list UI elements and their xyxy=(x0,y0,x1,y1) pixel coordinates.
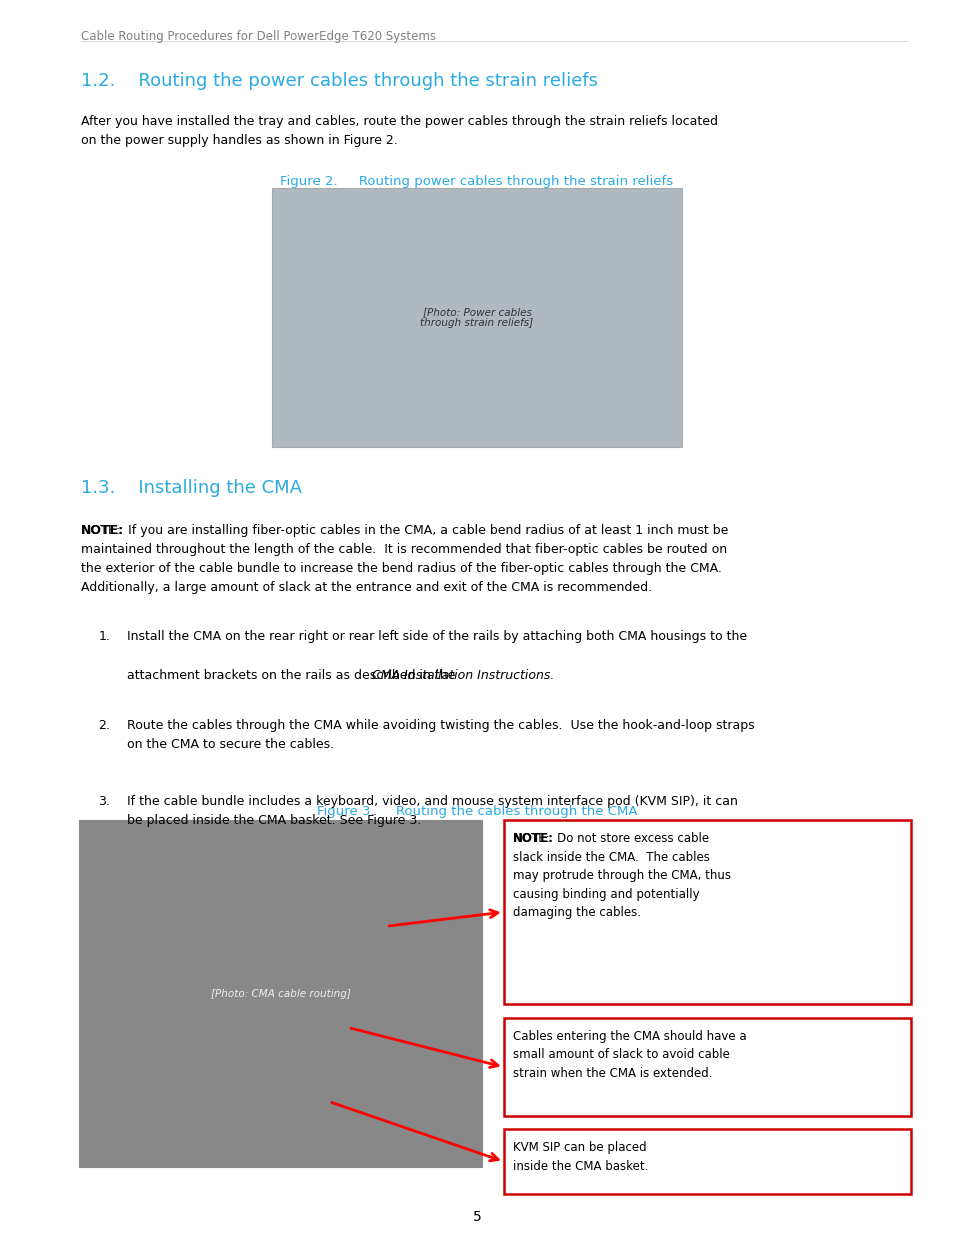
Text: 2.: 2. xyxy=(98,719,110,732)
Text: 1.3.    Installing the CMA: 1.3. Installing the CMA xyxy=(81,479,302,498)
Bar xyxy=(503,820,910,1004)
Bar xyxy=(79,820,481,1167)
Text: After you have installed the tray and cables, route the power cables through the: After you have installed the tray and ca… xyxy=(81,115,718,147)
Text: Install the CMA on the rear right or rear left side of the rails by attaching bo: Install the CMA on the rear right or rea… xyxy=(127,630,746,643)
Text: Cable Routing Procedures for Dell PowerEdge T620 Systems: Cable Routing Procedures for Dell PowerE… xyxy=(81,30,436,43)
Text: NOTE:  If you are installing fiber-optic cables in the CMA, a cable bend radius : NOTE: If you are installing fiber-optic … xyxy=(81,524,728,594)
Text: Cables entering the CMA should have a
small amount of slack to avoid cable
strai: Cables entering the CMA should have a sm… xyxy=(513,1030,746,1079)
Text: [Photo: Power cables
through strain reliefs]: [Photo: Power cables through strain reli… xyxy=(420,306,533,329)
Bar xyxy=(503,1129,910,1194)
Text: Route the cables through the CMA while avoiding twisting the cables.  Use the ho: Route the cables through the CMA while a… xyxy=(127,719,754,751)
Text: Figure 2.     Routing power cables through the strain reliefs: Figure 2. Routing power cables through t… xyxy=(280,175,673,189)
Bar xyxy=(272,188,681,447)
Text: CMA Installation Instructions.: CMA Installation Instructions. xyxy=(372,669,554,683)
Text: attachment brackets on the rails as described in the: attachment brackets on the rails as desc… xyxy=(127,669,458,683)
Text: NOTE:: NOTE: xyxy=(513,832,554,846)
Text: NOTE:  Do not store excess cable
slack inside the CMA.  The cables
may protrude : NOTE: Do not store excess cable slack in… xyxy=(513,832,731,919)
Text: 1.: 1. xyxy=(98,630,110,643)
Text: NOTE:: NOTE: xyxy=(81,524,124,537)
Text: KVM SIP can be placed
inside the CMA basket.: KVM SIP can be placed inside the CMA bas… xyxy=(513,1141,648,1173)
Text: 1.2.    Routing the power cables through the strain reliefs: 1.2. Routing the power cables through th… xyxy=(81,72,598,90)
Bar xyxy=(503,1018,910,1116)
Text: 3.: 3. xyxy=(98,795,110,809)
Text: If the cable bundle includes a keyboard, video, and mouse system interface pod (: If the cable bundle includes a keyboard,… xyxy=(127,795,737,827)
Text: Figure 3.     Routing the cables through the CMA: Figure 3. Routing the cables through the… xyxy=(316,805,637,819)
Text: [Photo: CMA cable routing]: [Photo: CMA cable routing] xyxy=(211,988,350,999)
Text: 5: 5 xyxy=(472,1210,481,1224)
